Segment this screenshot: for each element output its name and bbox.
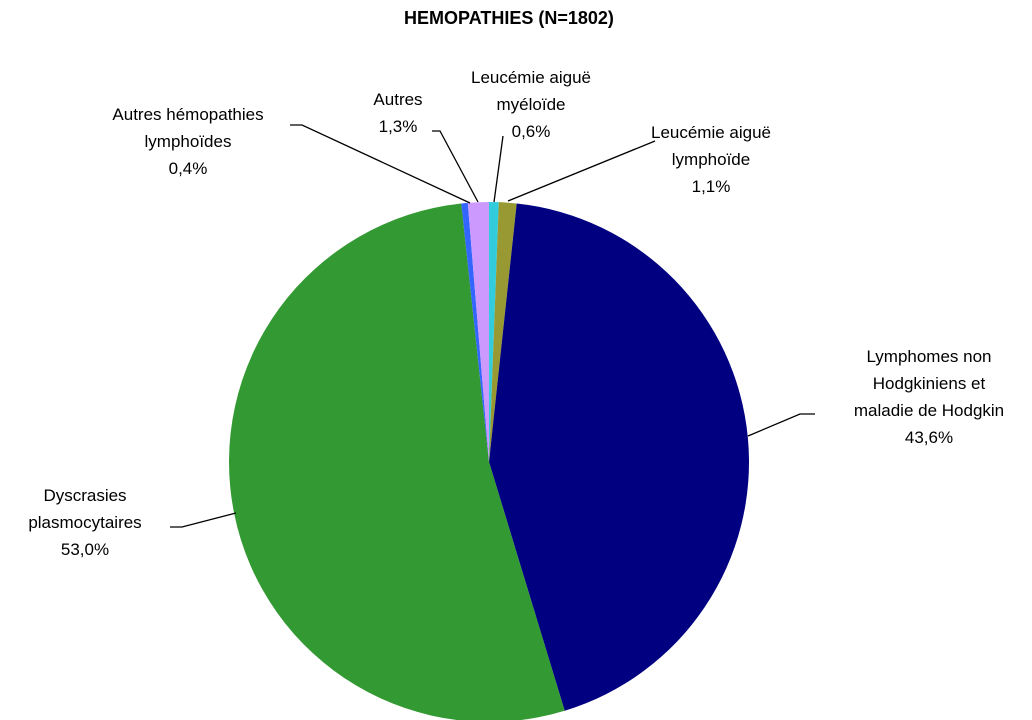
slice-label: Leucémie aiguë myéloïde <box>470 68 592 114</box>
value-label: 0,4% <box>168 159 208 178</box>
pie-slice <box>461 202 489 462</box>
slice-label: Leucémie aiguë lymphoïde <box>650 123 772 169</box>
pie-slice <box>489 202 517 462</box>
value-label: 53,0% <box>60 540 110 559</box>
value-label: 0,6% <box>511 122 551 141</box>
leader-line <box>493 135 504 203</box>
chart-title: HEMOPATHIES (N=1802) <box>404 8 614 28</box>
pie-slice <box>467 202 489 462</box>
leader-line <box>432 130 479 203</box>
value-label: 43,6% <box>904 428 954 447</box>
pie-slice <box>489 202 499 462</box>
leader-line <box>507 140 656 202</box>
value-label: 1,3% <box>378 117 418 136</box>
slice-label: Dyscrasies plasmocytaires <box>28 486 142 532</box>
value-label: 1,1% <box>691 177 731 196</box>
leader-line <box>290 124 471 204</box>
slice-label: Autres <box>373 90 423 109</box>
leader-line <box>747 413 815 437</box>
pie-slice <box>229 203 565 720</box>
leader-line <box>170 512 237 528</box>
slice-label: Lymphomes non Hodgkiniens et maladie de … <box>853 347 1005 420</box>
pie-slice <box>489 203 750 711</box>
slice-label: Autres hémopathies lymphoïdes <box>112 105 264 151</box>
